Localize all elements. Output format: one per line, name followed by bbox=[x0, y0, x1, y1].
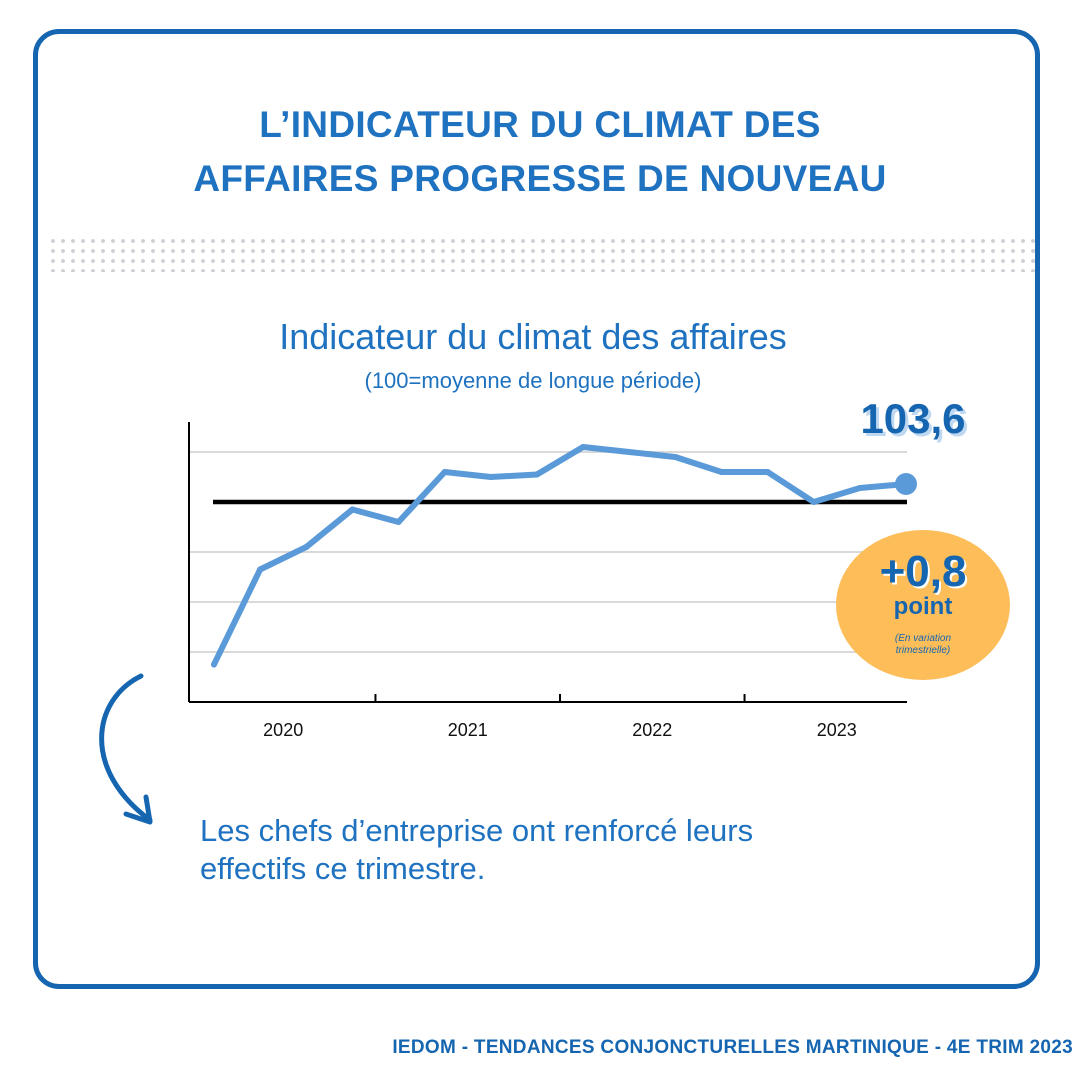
chart-subtitle: (100=moyenne de longue période) bbox=[364, 368, 702, 393]
data-point bbox=[349, 506, 356, 513]
data-point bbox=[533, 471, 540, 478]
data-point bbox=[487, 474, 494, 480]
message-line-1: Les chefs d’entreprise ont renforcé leur… bbox=[200, 813, 754, 848]
data-point bbox=[580, 444, 587, 450]
data-point bbox=[764, 469, 771, 475]
x-tick-label: 2020 bbox=[263, 720, 303, 740]
data-point bbox=[672, 454, 679, 460]
data-point bbox=[810, 499, 817, 505]
variation-badge: +0,8 point (En variation trimestrielle) bbox=[836, 530, 1010, 680]
data-point bbox=[395, 519, 402, 525]
card-frame bbox=[33, 29, 1040, 989]
variation-value: +0,8 bbox=[879, 547, 967, 596]
variation-unit: point bbox=[893, 593, 953, 620]
data-point bbox=[441, 469, 448, 475]
data-point bbox=[718, 469, 725, 475]
last-data-point bbox=[895, 473, 917, 495]
data-point bbox=[626, 449, 633, 455]
data-point bbox=[856, 485, 863, 491]
data-point bbox=[303, 544, 310, 550]
data-point bbox=[257, 566, 264, 573]
x-tick-label: 2022 bbox=[632, 720, 672, 740]
last-value-label: 103,6 bbox=[860, 395, 966, 442]
footer-text: IEDOM - TENDANCES CONJONCTURELLES MARTIN… bbox=[392, 1037, 1073, 1058]
chart-title: Indicateur du climat des affaires bbox=[279, 316, 787, 357]
page-title: L’INDICATEUR DU CLIMAT DES AFFAIRES PROG… bbox=[0, 98, 1080, 206]
dotted-divider bbox=[48, 236, 1038, 272]
data-point bbox=[211, 661, 217, 668]
x-tick-label: 2023 bbox=[817, 720, 857, 740]
series-line bbox=[211, 444, 909, 668]
variation-note: (En variation trimestrielle) bbox=[894, 633, 952, 656]
message-line-2: effectifs ce trimestre. bbox=[200, 851, 486, 886]
title-line-2: AFFAIRES PROGRESSE DE NOUVEAU bbox=[193, 158, 887, 199]
message-text: Les chefs d’entreprise ont renforcé leur… bbox=[200, 812, 960, 888]
x-tick-label: 2021 bbox=[448, 720, 488, 740]
title-line-1: L’INDICATEUR DU CLIMAT DES bbox=[259, 104, 821, 145]
